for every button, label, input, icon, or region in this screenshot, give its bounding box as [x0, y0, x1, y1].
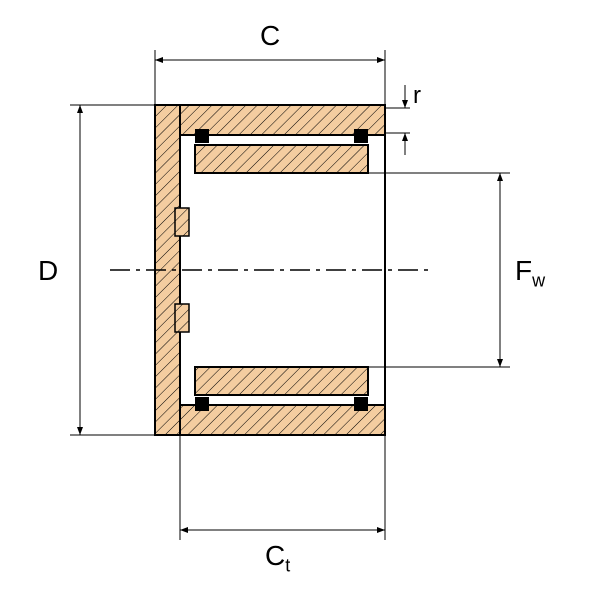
- label-r: r: [413, 82, 421, 110]
- bearing-cross-section-diagram: C Ct D Fw r: [0, 0, 600, 600]
- schematic-svg: [0, 0, 600, 600]
- label-Ct: Ct: [265, 540, 290, 577]
- label-C: C: [260, 20, 280, 52]
- label-Fw: Fw: [515, 255, 545, 292]
- label-D: D: [38, 255, 58, 287]
